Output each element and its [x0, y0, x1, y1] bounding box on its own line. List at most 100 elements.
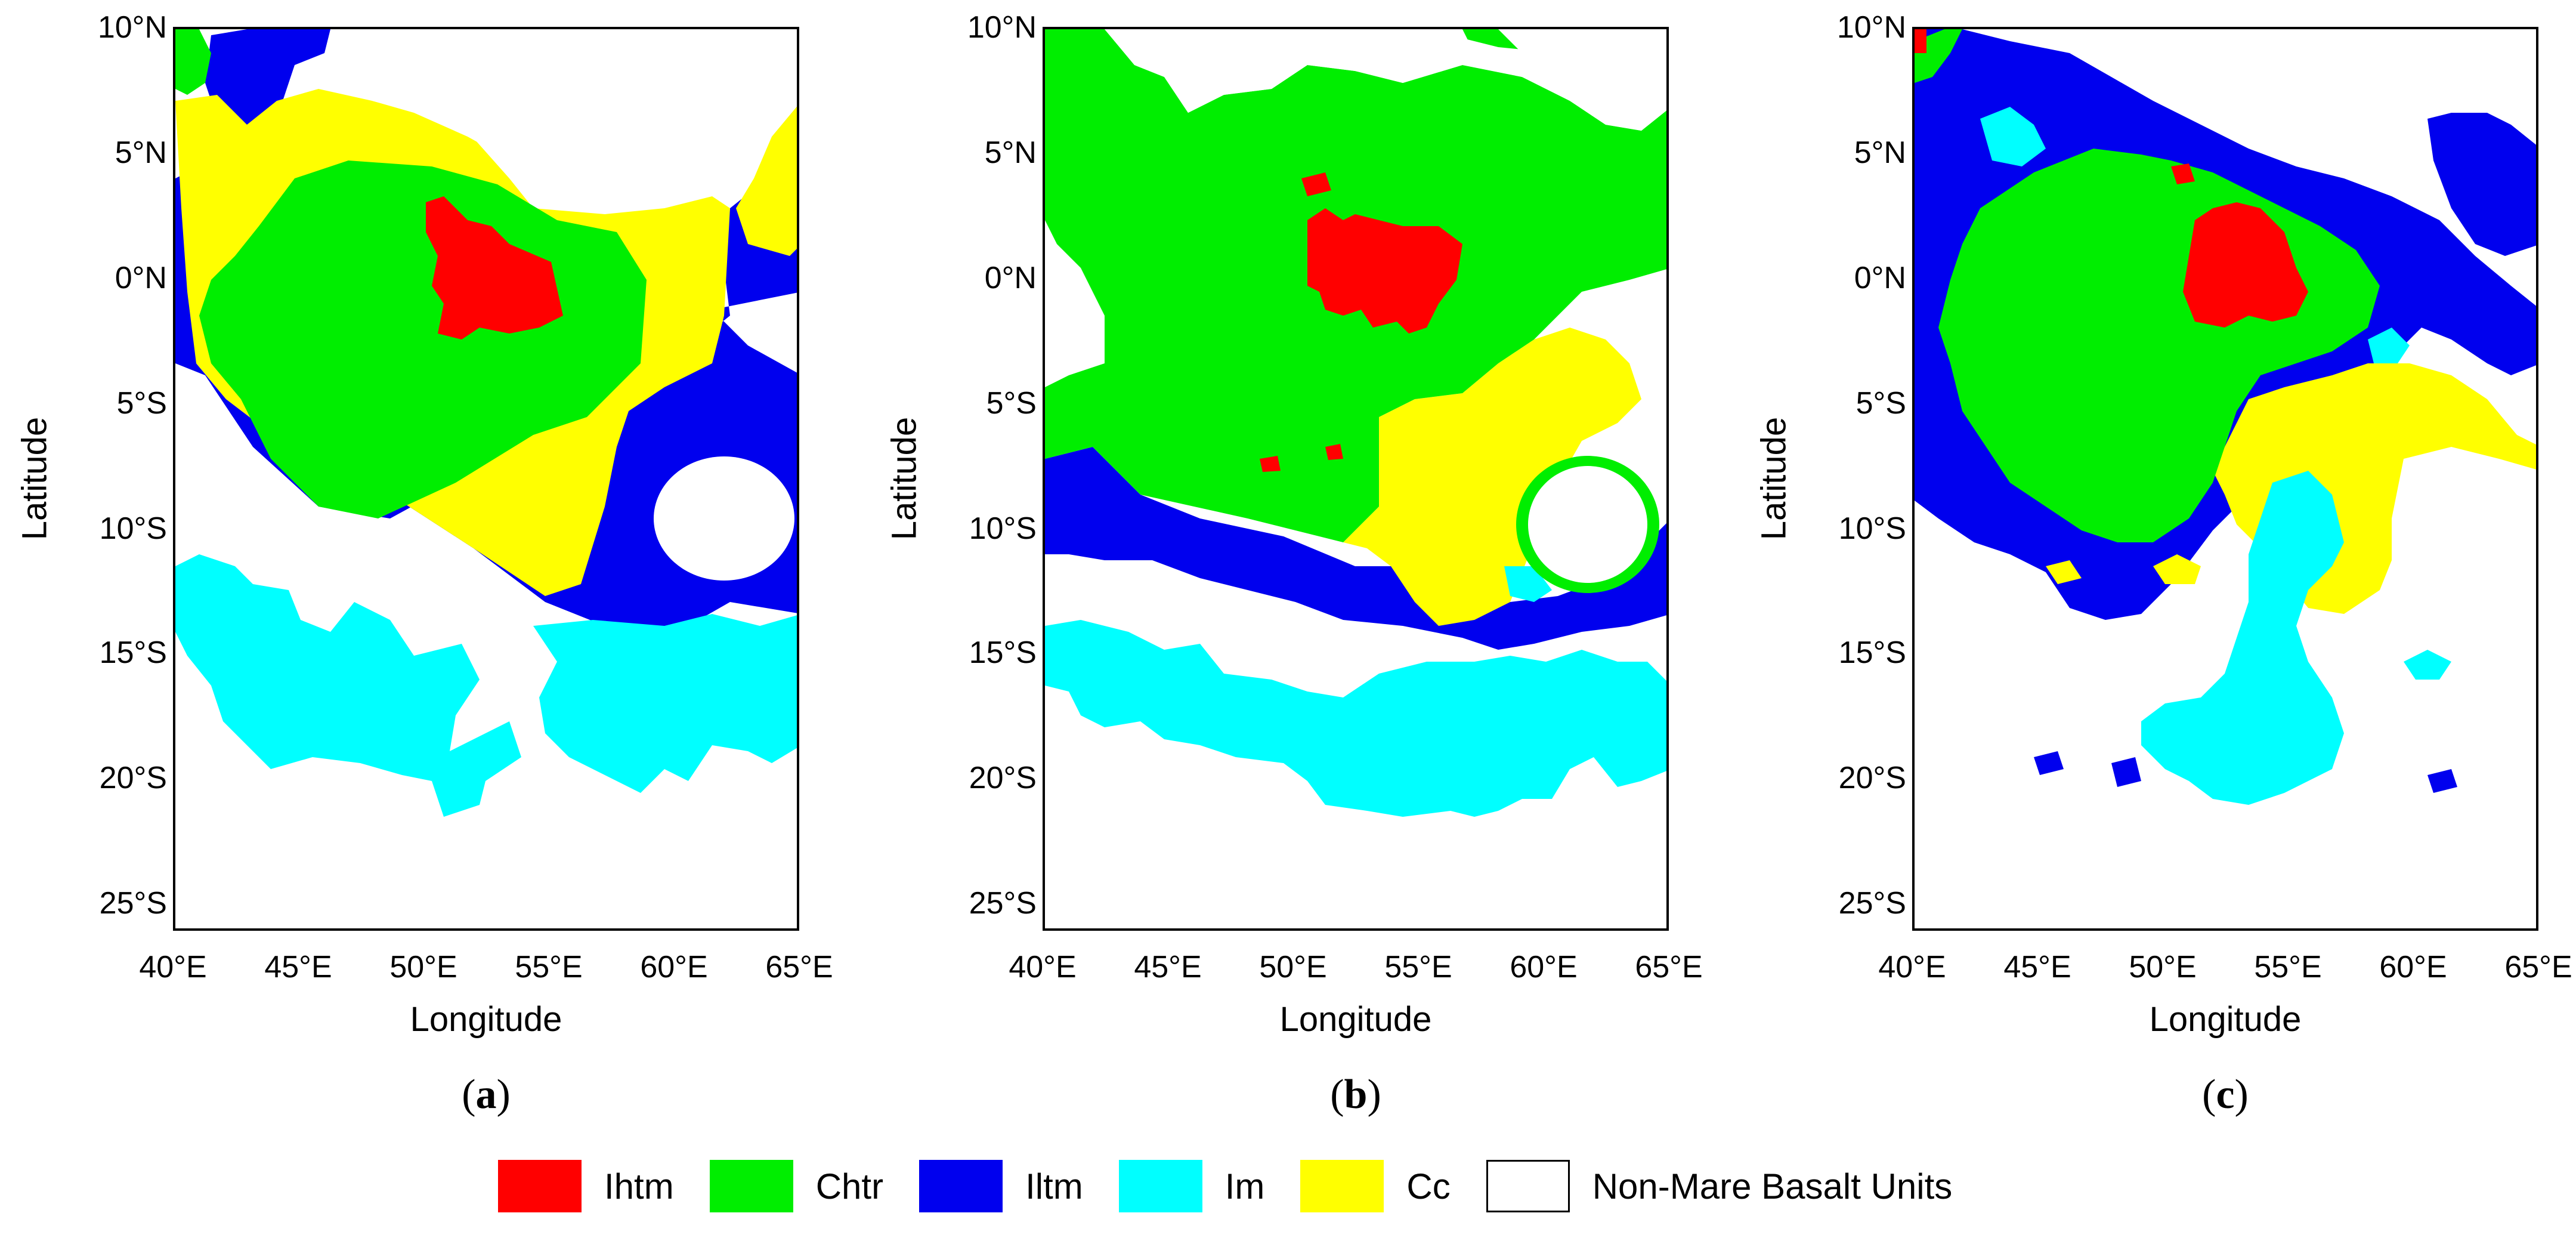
x-axis-title: Longitude — [2149, 1000, 2302, 1039]
x-tick-label: 60°E — [2379, 950, 2447, 984]
x-tick-label: 50°E — [2129, 950, 2197, 984]
y-tick-label: 15°S — [99, 635, 167, 670]
legend-label: Chtr — [815, 1166, 884, 1206]
y-tick-label: 5°S — [1856, 386, 1906, 421]
y-tick-label: 25°S — [1838, 886, 1906, 921]
y-tick-label: 15°S — [969, 635, 1037, 670]
classification-map — [1045, 29, 1666, 817]
legend-label: Non-Mare Basalt Units — [1592, 1166, 1953, 1206]
panel-label: (c) — [2202, 1072, 2249, 1118]
chtr-region — [199, 160, 647, 518]
im-region — [2141, 471, 2344, 805]
map-panel-b: Latitude 10°N 5°N 0°N 5°S 10°S 15°S 20°S… — [870, 0, 1728, 1134]
legend: Ihtm Chtr Iltm Im Cc Non-Mare Basalt Uni… — [498, 1157, 1988, 1215]
panel-label: (a) — [462, 1072, 511, 1118]
y-tick-label: 10°S — [969, 511, 1037, 546]
y-tick-label: 25°S — [969, 886, 1037, 921]
x-tick-label: 65°E — [765, 950, 833, 984]
map-panel-c: Latitude 10°N 5°N 0°N 5°S 10°S 15°S 20°S… — [1739, 0, 2576, 1134]
x-tick-label: 40°E — [1878, 950, 1946, 984]
nonmare-crater — [1516, 456, 1659, 593]
y-tick-label: 15°S — [1838, 635, 1906, 670]
x-tick-label: 50°E — [389, 950, 457, 984]
panel-label: (b) — [1330, 1072, 1381, 1118]
cc-region — [736, 106, 797, 256]
cc-region — [2046, 554, 2201, 584]
x-tick-label: 55°E — [1384, 950, 1452, 984]
map-frame — [1912, 27, 2538, 931]
iltm-region — [2034, 751, 2457, 793]
y-tick-label: 20°S — [99, 761, 167, 795]
legend-label: Cc — [1406, 1166, 1451, 1206]
y-tick-label: 5°S — [116, 386, 167, 421]
iltm-region — [175, 160, 797, 626]
x-axis-title: Longitude — [1279, 1000, 1432, 1039]
y-axis-title: Latitude — [885, 416, 924, 541]
x-tick-label: 50°E — [1259, 950, 1327, 984]
iltm-region — [2427, 107, 2536, 256]
x-tick-label: 45°E — [264, 950, 332, 984]
y-tick-label: 5°N — [984, 135, 1037, 170]
y-tick-label: 25°S — [99, 886, 167, 921]
ihtm-region — [1307, 208, 1462, 334]
iltm-region — [1045, 447, 1666, 650]
y-tick-label: 20°S — [969, 761, 1037, 795]
legend-item-ihtm: Ihtm — [498, 1160, 674, 1212]
x-tick-label: 55°E — [515, 950, 583, 984]
chtr-region — [175, 29, 211, 95]
legend-label: Im — [1224, 1166, 1265, 1206]
iltm-region — [205, 29, 330, 125]
ihtm-region — [2183, 202, 2308, 328]
x-tick-label: 60°E — [1510, 950, 1578, 984]
y-tick-label: 0°N — [1854, 261, 1906, 295]
map-frame — [173, 27, 799, 931]
legend-item-cc: Cc — [1300, 1160, 1451, 1212]
map-frame — [1043, 27, 1669, 931]
legend-item-nonmare: Non-Mare Basalt Units — [1486, 1160, 1953, 1212]
im-region — [1045, 620, 1666, 817]
y-tick-label: 5°N — [115, 135, 167, 170]
cc-region — [1343, 328, 1641, 626]
nonmare-crater — [647, 450, 797, 587]
x-tick-label: 40°E — [1009, 950, 1077, 984]
legend-swatch-iltm — [919, 1160, 1003, 1212]
legend-swatch-nonmare — [1486, 1160, 1570, 1212]
y-tick-label: 5°S — [986, 386, 1037, 421]
y-tick-label: 10°N — [1836, 10, 1906, 45]
map-panel-a: Latitude 10°N 5°N 0°N 5°S 10°S 15°S 20°S… — [0, 0, 859, 1134]
nonmare-region — [2392, 41, 2536, 626]
x-tick-label: 45°E — [1134, 950, 1202, 984]
x-tick-label: 60°E — [640, 950, 708, 984]
x-axis-title: Longitude — [410, 1000, 562, 1039]
x-tick-label: 45°E — [2003, 950, 2071, 984]
y-tick-label: 0°N — [115, 261, 167, 295]
y-tick-label: 10°S — [1838, 511, 1906, 546]
legend-swatch-im — [1118, 1160, 1202, 1212]
y-tick-label: 10°N — [967, 10, 1037, 45]
x-tick-label: 65°E — [2504, 950, 2572, 984]
y-tick-label: 0°N — [984, 261, 1037, 295]
ihtm-region — [426, 196, 563, 339]
x-tick-label: 40°E — [139, 950, 207, 984]
legend-swatch-cc — [1300, 1160, 1384, 1212]
x-tick-label: 65°E — [1635, 950, 1703, 984]
x-tick-label: 55°E — [2254, 950, 2322, 984]
classification-map — [1915, 29, 2536, 805]
im-region — [533, 614, 797, 793]
nonmare-region — [1093, 29, 1666, 131]
im-region — [175, 554, 521, 817]
classification-map — [175, 29, 797, 817]
nonmare-region — [342, 29, 754, 208]
y-tick-label: 5°N — [1854, 135, 1906, 170]
y-tick-label: 10°S — [99, 511, 167, 546]
legend-label: Ihtm — [604, 1166, 674, 1206]
legend-item-iltm: Iltm — [919, 1160, 1083, 1212]
legend-swatch-chtr — [709, 1160, 793, 1212]
y-tick-label: 20°S — [1838, 761, 1906, 795]
legend-item-chtr: Chtr — [709, 1160, 884, 1212]
legend-swatch-ihtm — [498, 1160, 582, 1212]
y-axis-title: Latitude — [1754, 416, 1793, 541]
legend-label: Iltm — [1025, 1166, 1083, 1206]
y-axis-title: Latitude — [15, 416, 54, 541]
y-tick-label: 10°N — [97, 10, 167, 45]
